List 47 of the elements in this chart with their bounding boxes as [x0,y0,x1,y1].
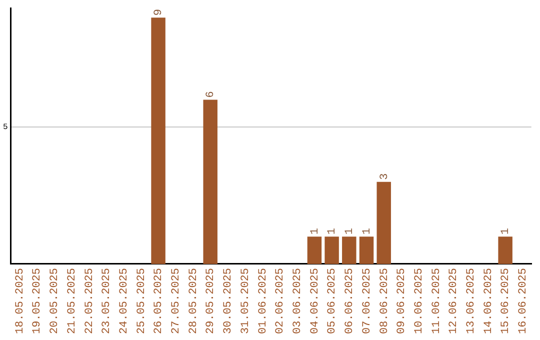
x-tick-label: 04.06.2025 [309,268,322,334]
x-tick-label: 26.05.2025 [153,268,166,334]
bar [307,236,322,264]
data-label: 1 [344,228,356,235]
x-tick-label: 28.05.2025 [188,268,200,334]
bar [498,236,512,264]
x-tick-label: 03.06.2025 [292,268,304,334]
x-tick-label: 08.06.2025 [378,268,391,334]
x-tick-label: 01.06.2025 [257,268,270,334]
x-tick-label: 18.05.2025 [14,268,26,334]
x-tick-label: 22.05.2025 [84,268,96,334]
x-tick-label: 16.06.2025 [518,268,530,334]
x-tick-label: 05.06.2025 [326,268,339,334]
bar [359,236,374,264]
x-tick-label: 31.05.2025 [240,268,252,334]
x-tick-label: 11.06.2025 [430,268,443,334]
bar [151,18,166,264]
x-tick-label: 13.06.2025 [466,268,478,334]
bar [324,236,339,264]
x-tick-label: 19.05.2025 [32,268,44,334]
x-tick-label: 02.06.2025 [274,268,287,334]
x-tick-label: 12.06.2025 [448,268,460,334]
x-tick-label: 15.06.2025 [500,268,512,334]
data-label: 1 [361,228,374,235]
x-tick-label: 21.05.2025 [66,268,78,334]
x-tick-label: 06.06.2025 [344,268,356,334]
x-tick-label: 29.05.2025 [205,268,218,334]
y-tick-label: 5 [2,123,8,132]
x-tick-label: 27.05.2025 [170,268,183,334]
data-label: 3 [378,173,391,180]
bar [376,182,391,264]
x-tick-label: 23.05.2025 [101,268,114,334]
x-tick-label: 07.06.2025 [361,268,374,334]
bar [342,236,356,264]
data-label: 1 [309,228,322,235]
x-tick-label: 09.06.2025 [396,268,408,334]
x-tick-label: 10.06.2025 [413,268,426,334]
x-tick-label: 25.05.2025 [136,268,148,334]
x-tick-label: 14.06.2025 [482,268,495,334]
x-tick-label: 30.05.2025 [222,268,235,334]
data-label: 1 [500,228,512,235]
data-label: 6 [205,91,218,98]
bar [203,100,218,264]
data-label: 1 [326,228,339,235]
x-tick-label: 20.05.2025 [49,268,62,334]
data-label: 9 [153,8,166,16]
x-tick-label: 24.05.2025 [118,268,130,334]
